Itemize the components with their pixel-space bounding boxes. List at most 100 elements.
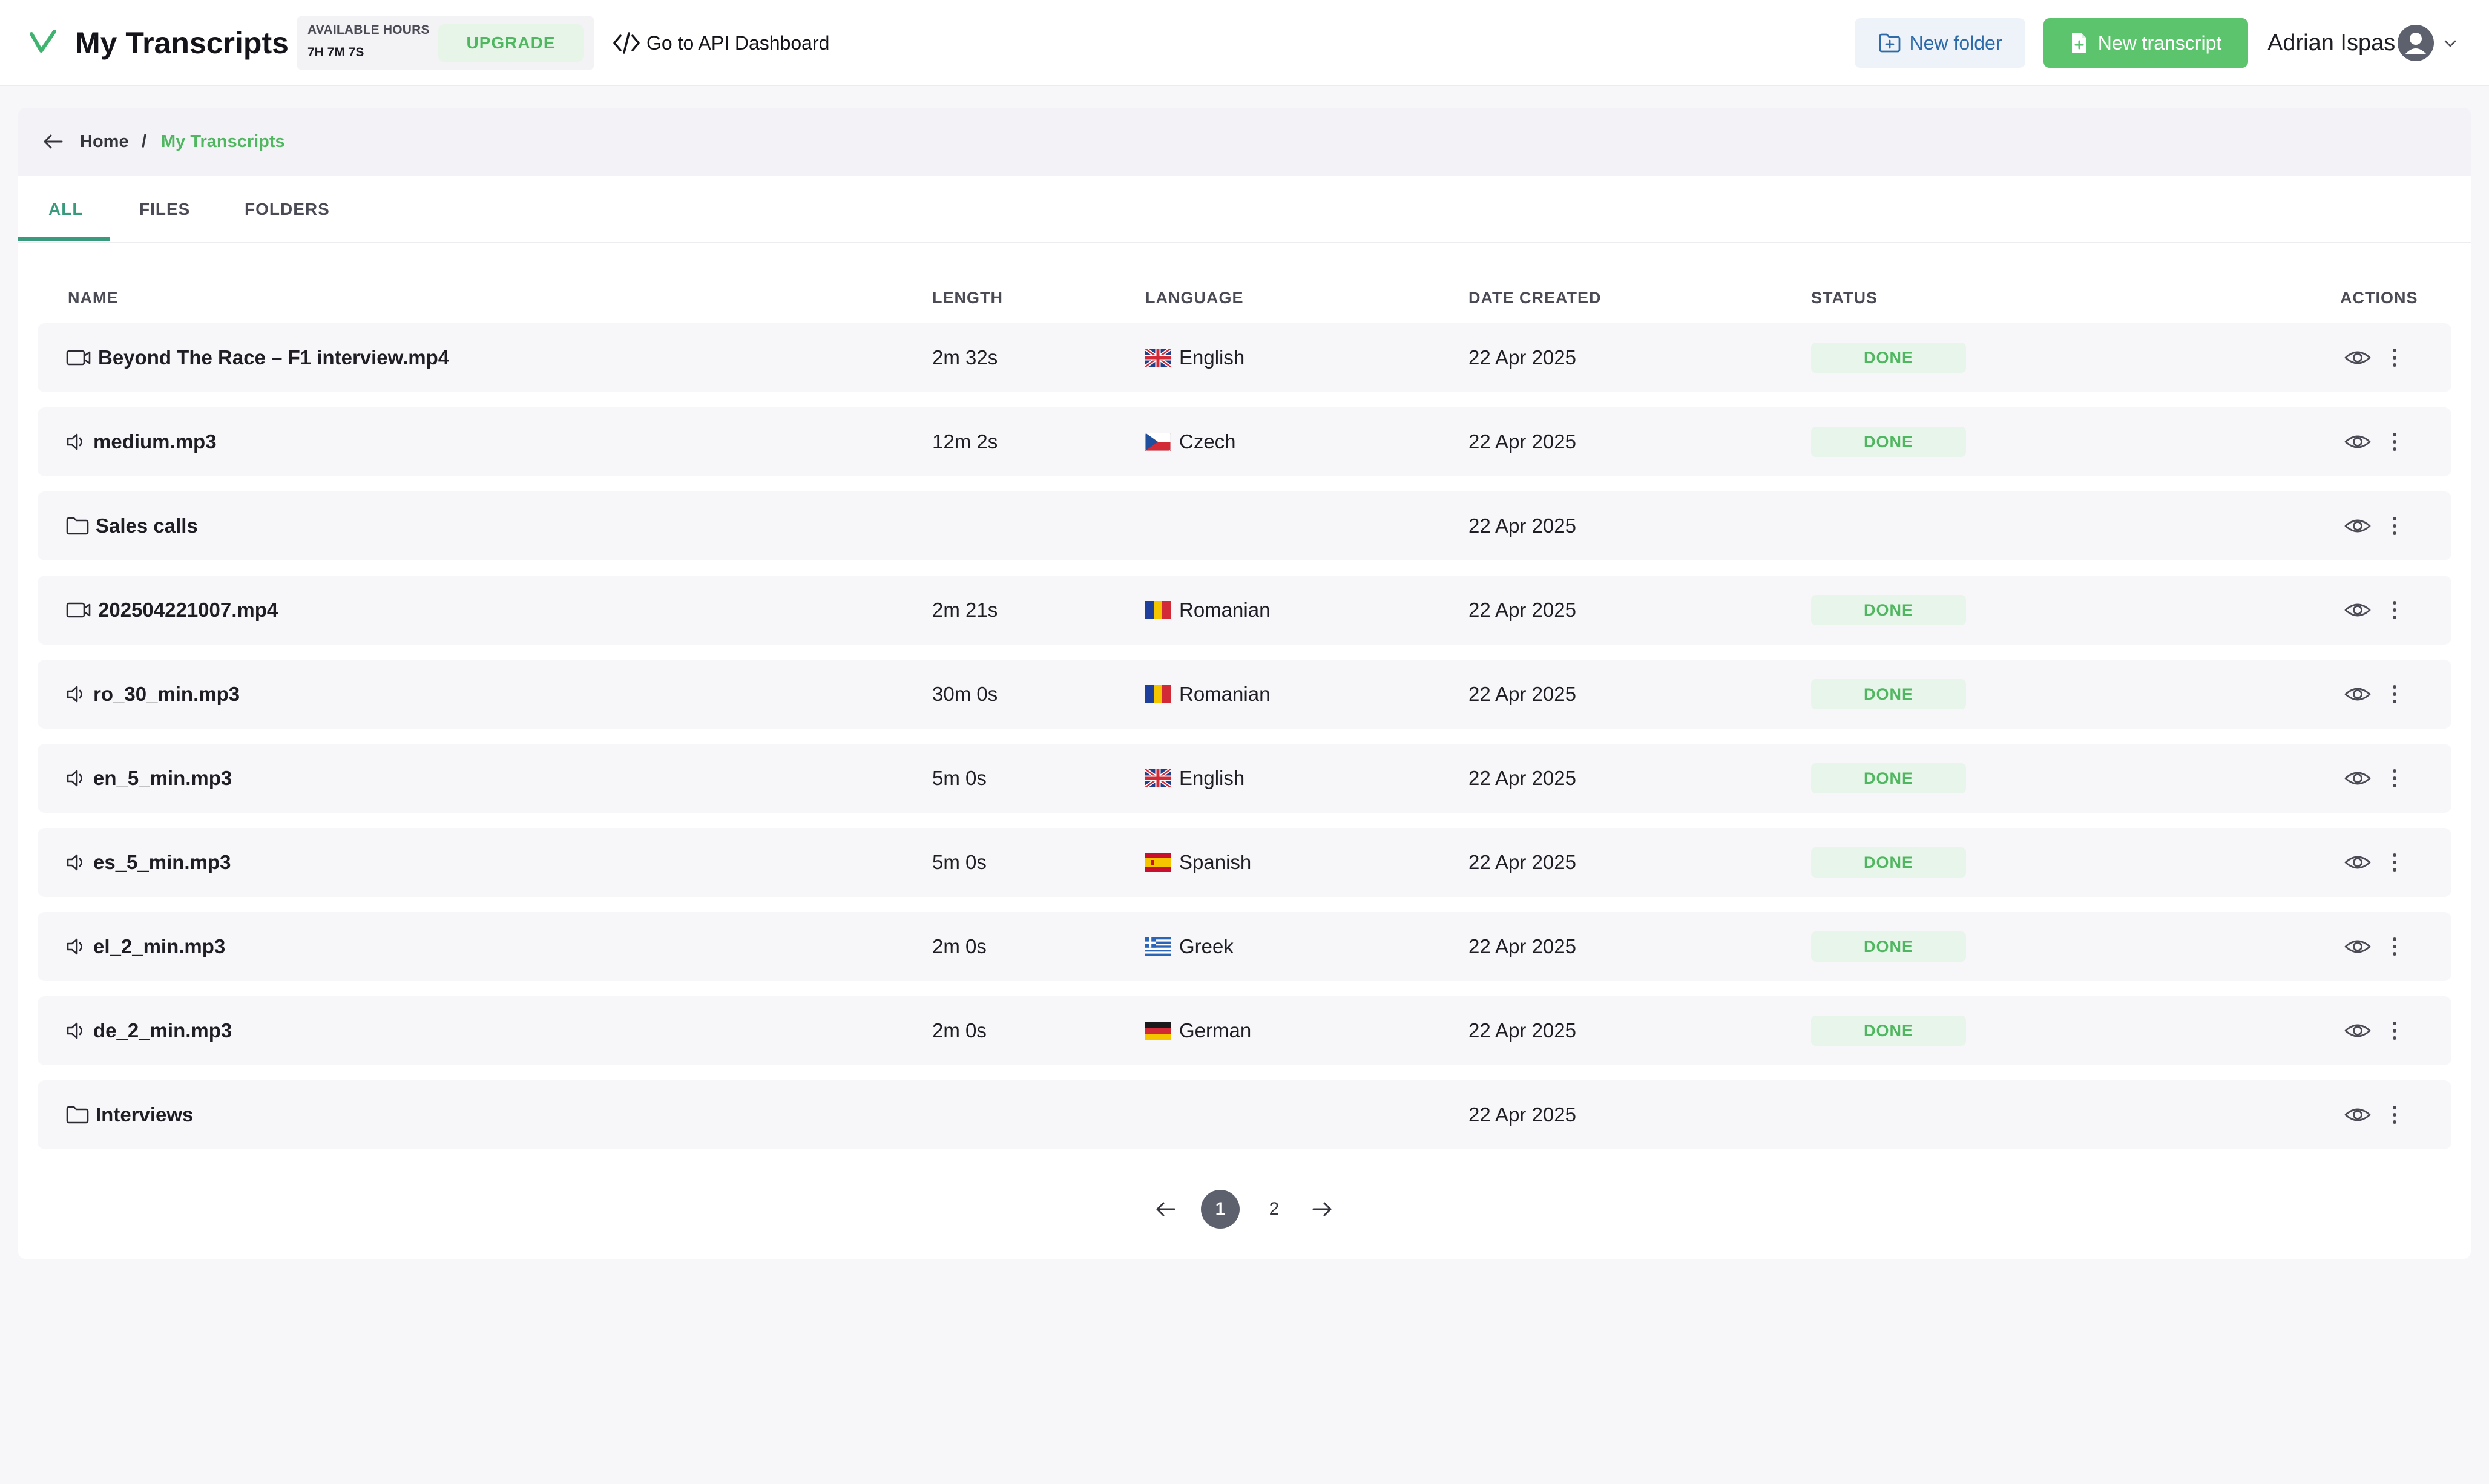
audio-file-icon bbox=[65, 853, 93, 872]
tab-files[interactable]: FILES bbox=[139, 200, 191, 218]
row-name[interactable]: el_2_min.mp3 bbox=[65, 912, 225, 981]
eye-icon[interactable] bbox=[2344, 1102, 2372, 1128]
row-name[interactable]: 202504221007.mp4 bbox=[65, 576, 278, 645]
folder-icon bbox=[65, 516, 96, 536]
api-dashboard-label: Go to API Dashboard bbox=[646, 31, 830, 54]
pagination-next-icon[interactable] bbox=[1309, 1196, 1335, 1223]
table-row[interactable]: el_2_min.mp3 2m 0s Greek 22 Apr 2025 DONE bbox=[38, 912, 2451, 981]
active-tab-indicator bbox=[18, 237, 110, 241]
video-file-icon bbox=[65, 348, 98, 367]
more-vertical-icon[interactable] bbox=[2389, 513, 2401, 539]
breadcrumb-separator: / bbox=[142, 132, 147, 151]
folder-plus-icon bbox=[1878, 33, 1910, 53]
more-vertical-icon[interactable] bbox=[2389, 1102, 2401, 1128]
eye-icon[interactable] bbox=[2344, 597, 2372, 623]
breadcrumb-current[interactable]: My Transcripts bbox=[161, 132, 285, 151]
table-row[interactable]: es_5_min.mp3 5m 0s Spanish 22 Apr 2025 DONE bbox=[38, 828, 2451, 897]
table-row[interactable]: medium.mp3 12m 2s Czech 22 Apr 2025 DONE bbox=[38, 407, 2451, 476]
more-vertical-icon[interactable] bbox=[2389, 765, 2401, 792]
logo-icon[interactable] bbox=[28, 27, 59, 58]
row-date: 22 Apr 2025 bbox=[1468, 935, 1576, 957]
video-file-icon bbox=[65, 600, 98, 620]
row-name[interactable]: Sales calls bbox=[65, 491, 198, 560]
table-row[interactable]: Beyond The Race – F1 interview.mp4 2m 32s… bbox=[38, 323, 2451, 392]
row-language: Czech bbox=[1145, 407, 1236, 476]
arrow-left-icon[interactable] bbox=[40, 128, 67, 155]
eye-icon[interactable] bbox=[2344, 681, 2372, 708]
pagination-page-next[interactable]: 2 bbox=[1269, 1199, 1280, 1219]
more-vertical-icon[interactable] bbox=[2389, 344, 2401, 371]
row-name-text: el_2_min.mp3 bbox=[93, 935, 226, 957]
row-name[interactable]: Beyond The Race – F1 interview.mp4 bbox=[65, 323, 449, 392]
row-language: Greek bbox=[1145, 912, 1234, 981]
ro-flag-icon bbox=[1145, 601, 1179, 619]
breadcrumb-home[interactable]: Home bbox=[80, 132, 129, 151]
row-language-text: English bbox=[1179, 346, 1245, 369]
column-header-language[interactable]: LANGUAGE bbox=[1145, 289, 1244, 307]
api-dashboard-link[interactable]: Go to API Dashboard bbox=[613, 27, 829, 59]
eye-icon[interactable] bbox=[2344, 933, 2372, 960]
row-name[interactable]: medium.mp3 bbox=[65, 407, 217, 476]
more-vertical-icon[interactable] bbox=[2389, 681, 2401, 708]
table-row[interactable]: Sales calls 22 Apr 2025 bbox=[38, 491, 2451, 560]
new-folder-button[interactable]: New folder bbox=[1855, 18, 2025, 68]
more-vertical-icon[interactable] bbox=[2389, 933, 2401, 960]
cz-flag-icon bbox=[1145, 433, 1179, 451]
table-row[interactable]: en_5_min.mp3 5m 0s English 22 Apr 2025 DONE bbox=[38, 744, 2451, 813]
new-transcript-button[interactable]: New transcript bbox=[2043, 18, 2248, 68]
file-plus-icon bbox=[2070, 31, 2098, 54]
row-length: 5m 0s bbox=[932, 851, 987, 873]
eye-icon[interactable] bbox=[2344, 849, 2372, 876]
row-name-text: Beyond The Race – F1 interview.mp4 bbox=[98, 346, 450, 369]
row-language-text: English bbox=[1179, 767, 1245, 789]
row-length: 2m 21s bbox=[932, 599, 998, 621]
tab-all[interactable]: ALL bbox=[48, 200, 84, 218]
row-date: 22 Apr 2025 bbox=[1468, 851, 1576, 873]
row-language-text: Czech bbox=[1179, 430, 1236, 453]
column-header-status[interactable]: STATUS bbox=[1811, 289, 1878, 307]
tab-folders[interactable]: FOLDERS bbox=[245, 200, 330, 218]
row-language: English bbox=[1145, 744, 1244, 813]
row-date: 22 Apr 2025 bbox=[1468, 1019, 1576, 1042]
row-language: English bbox=[1145, 323, 1244, 392]
row-name[interactable]: de_2_min.mp3 bbox=[65, 996, 232, 1065]
more-vertical-icon[interactable] bbox=[2389, 1017, 2401, 1044]
uk-flag-icon bbox=[1145, 349, 1179, 367]
upgrade-button[interactable]: UPGRADE bbox=[438, 24, 584, 62]
eye-icon[interactable] bbox=[2344, 765, 2372, 792]
row-date: 22 Apr 2025 bbox=[1468, 767, 1576, 789]
status-badge: DONE bbox=[1811, 427, 1966, 457]
more-vertical-icon[interactable] bbox=[2389, 597, 2401, 623]
eye-icon[interactable] bbox=[2344, 428, 2372, 455]
more-vertical-icon[interactable] bbox=[2389, 428, 2401, 455]
user-name[interactable]: Adrian Ispas bbox=[2267, 30, 2396, 56]
row-language-text: Romanian bbox=[1179, 599, 1271, 621]
row-name[interactable]: es_5_min.mp3 bbox=[65, 828, 231, 897]
column-header-date[interactable]: DATE CREATED bbox=[1468, 289, 1602, 307]
pagination-prev-icon[interactable] bbox=[1152, 1196, 1179, 1223]
row-language-text: Spanish bbox=[1179, 851, 1252, 873]
gr-flag-icon bbox=[1145, 937, 1179, 956]
table-row[interactable]: ro_30_min.mp3 30m 0s Romanian 22 Apr 2025 DO… bbox=[38, 660, 2451, 729]
more-vertical-icon[interactable] bbox=[2389, 849, 2401, 876]
column-header-name[interactable]: NAME bbox=[68, 289, 119, 307]
row-date: 22 Apr 2025 bbox=[1468, 683, 1576, 705]
table-row[interactable]: de_2_min.mp3 2m 0s German 22 Apr 2025 DONE bbox=[38, 996, 2451, 1065]
eye-icon[interactable] bbox=[2344, 344, 2372, 371]
row-name-text: de_2_min.mp3 bbox=[93, 1019, 232, 1042]
eye-icon[interactable] bbox=[2344, 1017, 2372, 1044]
row-date: 22 Apr 2025 bbox=[1468, 346, 1576, 369]
user-avatar-icon[interactable] bbox=[2397, 24, 2435, 62]
new-folder-label: New folder bbox=[1909, 31, 2002, 54]
table-row[interactable]: Interviews 22 Apr 2025 bbox=[38, 1080, 2451, 1149]
audio-file-icon bbox=[65, 1021, 93, 1040]
row-name[interactable]: Interviews bbox=[65, 1080, 193, 1149]
pagination-page-current[interactable]: 1 bbox=[1201, 1190, 1240, 1229]
row-length: 30m 0s bbox=[932, 683, 998, 705]
chevron-down-icon[interactable] bbox=[2442, 35, 2459, 52]
row-name[interactable]: ro_30_min.mp3 bbox=[65, 660, 240, 729]
table-row[interactable]: 202504221007.mp4 2m 21s Romanian 22 Apr 202… bbox=[38, 576, 2451, 645]
row-name[interactable]: en_5_min.mp3 bbox=[65, 744, 232, 813]
column-header-length[interactable]: LENGTH bbox=[932, 289, 1003, 307]
eye-icon[interactable] bbox=[2344, 513, 2372, 539]
